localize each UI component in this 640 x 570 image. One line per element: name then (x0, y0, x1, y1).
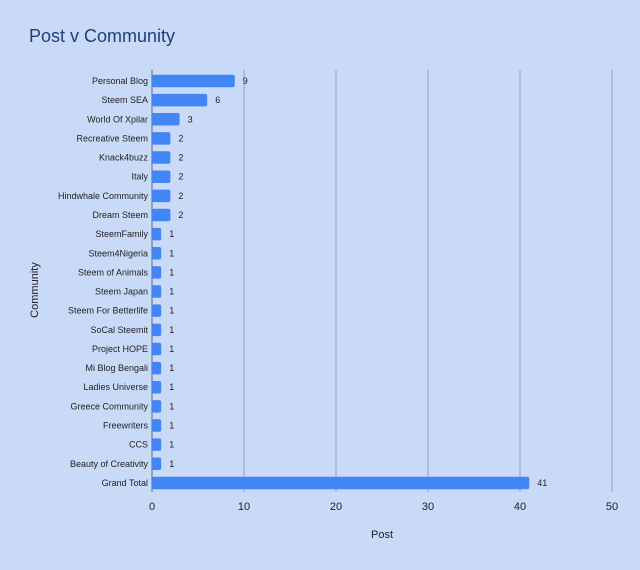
x-tick-label: 50 (606, 501, 618, 513)
bar (152, 227, 162, 241)
bar (152, 93, 208, 107)
x-tick-label: 40 (514, 501, 526, 513)
category-label: SoCal Steemit (90, 325, 148, 335)
category-label: Mi Blog Bengali (85, 363, 148, 373)
category-label: Personal Blog (92, 76, 148, 86)
data-label: 6 (215, 95, 220, 105)
category-label: Project HOPE (92, 344, 148, 354)
data-label: 2 (178, 133, 183, 143)
bar (152, 419, 162, 432)
bar (152, 170, 171, 183)
x-tick-label: 30 (422, 501, 434, 513)
bar (152, 208, 171, 222)
bar (152, 304, 162, 317)
data-label: 1 (169, 229, 174, 239)
data-label: 1 (169, 363, 174, 373)
category-label: Freewriters (103, 421, 149, 431)
data-label: 41 (537, 478, 547, 488)
category-label: Steem Japan (95, 287, 148, 297)
data-label: 1 (169, 287, 174, 297)
x-tick-label: 0 (149, 501, 155, 513)
category-label: Steem For Betterlife (68, 306, 148, 316)
y-axis-title: Community (29, 262, 41, 318)
data-label: 1 (169, 440, 174, 450)
data-label: 2 (178, 153, 183, 163)
chart-title: Post v Community (29, 26, 176, 46)
category-label: Ladies Universe (83, 382, 148, 392)
bar (152, 74, 235, 88)
category-label: Dream Steem (92, 210, 148, 220)
x-tick-label: 10 (238, 501, 250, 513)
bar (152, 132, 171, 145)
category-label: SteemFamily (95, 229, 148, 239)
data-label: 3 (188, 114, 193, 124)
category-label: Recreative Steem (76, 133, 148, 143)
category-label: Beauty of Creativity (70, 459, 149, 469)
bar (152, 400, 162, 413)
x-tick-label: 20 (330, 501, 342, 513)
data-label: 1 (169, 401, 174, 411)
data-label: 1 (169, 248, 174, 258)
category-label: Steem of Animals (78, 267, 149, 277)
data-label: 1 (169, 344, 174, 354)
bar (152, 323, 162, 337)
category-label: Grand Total (102, 478, 148, 488)
category-label: Greece Community (70, 401, 148, 411)
bar (152, 380, 162, 394)
bar (152, 476, 530, 490)
bar (152, 151, 171, 164)
category-label: Italy (131, 172, 148, 182)
data-label: 9 (243, 76, 248, 86)
category-label: Knack4buzz (99, 153, 149, 163)
data-label: 2 (178, 191, 183, 201)
bar (152, 285, 162, 298)
category-label: Steem4Nigeria (88, 248, 148, 258)
bar (152, 247, 162, 260)
data-label: 1 (169, 421, 174, 431)
bar (152, 457, 162, 471)
data-label: 1 (169, 325, 174, 335)
bar (152, 438, 162, 451)
bar (152, 113, 180, 126)
bar (152, 361, 162, 375)
data-label: 2 (178, 210, 183, 220)
data-label: 1 (169, 382, 174, 392)
bar (152, 342, 162, 356)
category-label: Steem SEA (101, 95, 148, 105)
category-label: Hindwhale Community (58, 191, 149, 201)
category-label: World Of Xpilar (87, 114, 148, 124)
data-label: 1 (169, 306, 174, 316)
data-label: 1 (169, 459, 174, 469)
x-axis-title: Post (371, 529, 393, 541)
bar (152, 266, 162, 279)
data-label: 2 (178, 172, 183, 182)
category-label: CCS (129, 440, 148, 450)
bar (152, 189, 171, 203)
data-label: 1 (169, 267, 174, 277)
